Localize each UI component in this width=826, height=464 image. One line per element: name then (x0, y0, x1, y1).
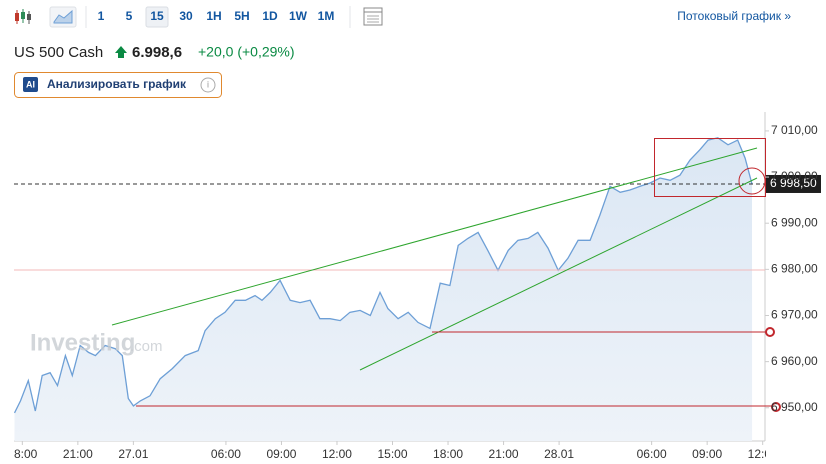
interval-button[interactable]: 1D (262, 9, 278, 23)
interval-button[interactable]: 5 (126, 9, 133, 23)
x-tick-label: 09:00 (266, 447, 296, 461)
svg-text:i: i (207, 79, 209, 89)
analyze-button[interactable]: AI Анализировать график (14, 72, 222, 98)
interval-button[interactable]: 1M (318, 9, 335, 23)
drawn-rectangle[interactable] (654, 138, 766, 197)
y-tick-label: 6 990,00 (771, 215, 818, 229)
y-tick-label: 6 970,00 (771, 308, 818, 322)
active-interval (145, 6, 169, 28)
x-labels: 18:00 21:00 27.01 06:00 09:00 12:00 15:00 18:00… (7, 447, 778, 461)
x-tick-label: 21:00 (63, 447, 93, 461)
x-tick-label: 06:00 (637, 447, 667, 461)
y-tick-label: 7 000,00 (771, 169, 818, 183)
x-tick-label: 12:00 (748, 447, 778, 461)
x-tick-label: 15:00 (377, 447, 407, 461)
interval-button[interactable]: 1W (289, 9, 308, 23)
x-tick-label: 18:00 (433, 447, 463, 461)
x-tick-label: 28.01 (544, 447, 574, 461)
price: 6.998,6 (132, 44, 182, 61)
interval-button[interactable]: 15 (150, 9, 164, 23)
price-line (14, 137, 753, 414)
y-tick-label: 7 010,00 (771, 123, 818, 137)
info-icon[interactable]: i (200, 77, 216, 93)
interval-button[interactable]: 30 (179, 9, 193, 23)
price-area (14, 137, 753, 441)
price-change: +20,0 (+0,29%) (198, 44, 295, 60)
interval-button[interactable]: 5H (234, 9, 249, 23)
ai-badge: AI (26, 79, 35, 89)
x-tick-label: 21:00 (489, 447, 519, 461)
x-tick-label: 27.01 (118, 447, 148, 461)
candle-icon[interactable] (12, 8, 34, 26)
plot (14, 137, 765, 441)
level-handle[interactable] (771, 402, 781, 412)
interval-button[interactable]: 1 (98, 9, 105, 23)
layout-icon[interactable] (363, 7, 383, 26)
area-icon[interactable] (49, 6, 77, 28)
trend-line[interactable] (359, 177, 758, 371)
up-arrow (115, 46, 127, 58)
interval-button[interactable]: 1H (206, 9, 221, 23)
level-handle[interactable] (765, 327, 775, 337)
x-tick-label: 18:00 (7, 447, 37, 461)
x-tick-label: 12:00 (322, 447, 352, 461)
last-price-box (766, 174, 821, 193)
watermark-suffix: .com (130, 338, 163, 355)
y-tick-label: 6 960,00 (771, 354, 818, 368)
y-tick-label: 6 980,00 (771, 262, 818, 276)
y-tick-label: 6 950,00 (771, 400, 818, 414)
streaming-link[interactable]: Потоковый график » (677, 9, 791, 23)
last-price-label: 6 998,50 (770, 176, 817, 190)
x-tick-label: 09:00 (692, 447, 722, 461)
drawn-circle[interactable] (738, 167, 766, 195)
watermark-brand: Investing (30, 329, 135, 356)
x-tick-label: 06:00 (211, 447, 241, 461)
analyze-label: Анализировать график (47, 77, 187, 91)
trend-line[interactable] (111, 147, 758, 326)
instrument-name: US 500 Cash (14, 44, 103, 61)
